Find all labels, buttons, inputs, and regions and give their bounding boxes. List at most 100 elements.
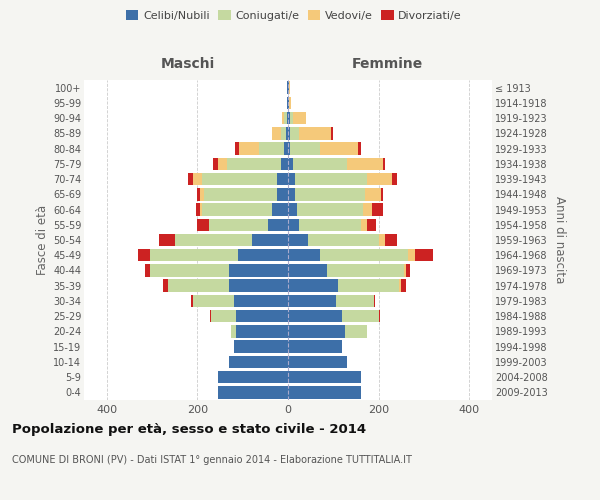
Bar [288,142,290,155]
Bar [227,158,281,170]
Bar [288,325,344,338]
Bar [374,294,376,307]
Bar [344,325,367,338]
Bar [372,204,383,216]
Y-axis label: Anni di nascita: Anni di nascita [553,196,566,284]
Text: COMUNE DI BRONI (PV) - Dati ISTAT 1° gennaio 2014 - Elaborazione TUTTITALIA.IT: COMUNE DI BRONI (PV) - Dati ISTAT 1° gen… [12,455,412,465]
Bar [383,158,385,170]
Bar [191,294,193,307]
Bar [320,142,358,155]
Bar [282,112,284,124]
Bar [229,356,288,368]
Bar [272,127,281,140]
Bar [287,112,288,124]
Bar [399,280,401,292]
Bar [235,142,239,155]
Bar [335,294,374,307]
Bar [326,264,404,276]
Bar [229,280,288,292]
Bar [193,294,233,307]
Bar [288,234,308,246]
Bar [367,218,376,231]
Bar [284,142,288,155]
Bar [288,82,289,94]
Bar [290,112,293,124]
Bar [252,234,288,246]
Bar [229,264,288,276]
Bar [200,204,202,216]
Bar [338,280,399,292]
Bar [197,188,200,200]
Bar [168,280,229,292]
Bar [277,188,288,200]
Bar [236,325,288,338]
Bar [297,204,363,216]
Bar [268,218,288,231]
Bar [365,188,381,200]
Bar [288,356,347,368]
Bar [196,204,200,216]
Bar [288,204,297,216]
Y-axis label: Fasce di età: Fasce di età [35,205,49,275]
Bar [213,158,218,170]
Bar [331,127,334,140]
Bar [293,112,306,124]
Text: Popolazione per età, sesso e stato civile - 2014: Popolazione per età, sesso e stato civil… [12,422,366,436]
Bar [145,264,150,276]
Bar [139,249,150,262]
Bar [239,142,259,155]
Bar [218,386,288,398]
Bar [288,264,326,276]
Bar [288,218,299,231]
Bar [288,310,343,322]
Bar [233,294,288,307]
Bar [236,310,288,322]
Bar [197,218,209,231]
Bar [290,127,299,140]
Bar [233,340,288,353]
Bar [204,188,277,200]
Bar [287,96,288,109]
Bar [295,188,365,200]
Bar [299,218,361,231]
Bar [358,142,361,155]
Bar [288,294,335,307]
Bar [288,371,361,384]
Bar [193,173,202,186]
Bar [289,96,291,109]
Bar [308,234,379,246]
Bar [209,218,268,231]
Bar [288,127,290,140]
Bar [290,142,320,155]
Bar [288,386,361,398]
Bar [288,249,320,262]
Bar [288,280,338,292]
Bar [232,325,236,338]
Bar [159,234,175,246]
Bar [200,188,204,200]
Bar [401,280,406,292]
Bar [284,112,287,124]
Bar [404,264,406,276]
Bar [347,158,383,170]
Bar [408,249,415,262]
Bar [150,249,238,262]
Bar [288,188,295,200]
Bar [238,249,288,262]
Legend: Celibi/Nubili, Coniugati/e, Vedovi/e, Divorziati/e: Celibi/Nubili, Coniugati/e, Vedovi/e, Di… [124,8,464,24]
Bar [295,173,367,186]
Text: Maschi: Maschi [161,57,215,71]
Bar [415,249,433,262]
Bar [379,234,385,246]
Bar [218,158,227,170]
Bar [406,264,410,276]
Bar [175,234,252,246]
Bar [211,310,236,322]
Bar [363,204,372,216]
Bar [392,173,397,186]
Bar [202,173,277,186]
Bar [320,249,408,262]
Bar [381,188,383,200]
Bar [286,127,288,140]
Bar [361,218,367,231]
